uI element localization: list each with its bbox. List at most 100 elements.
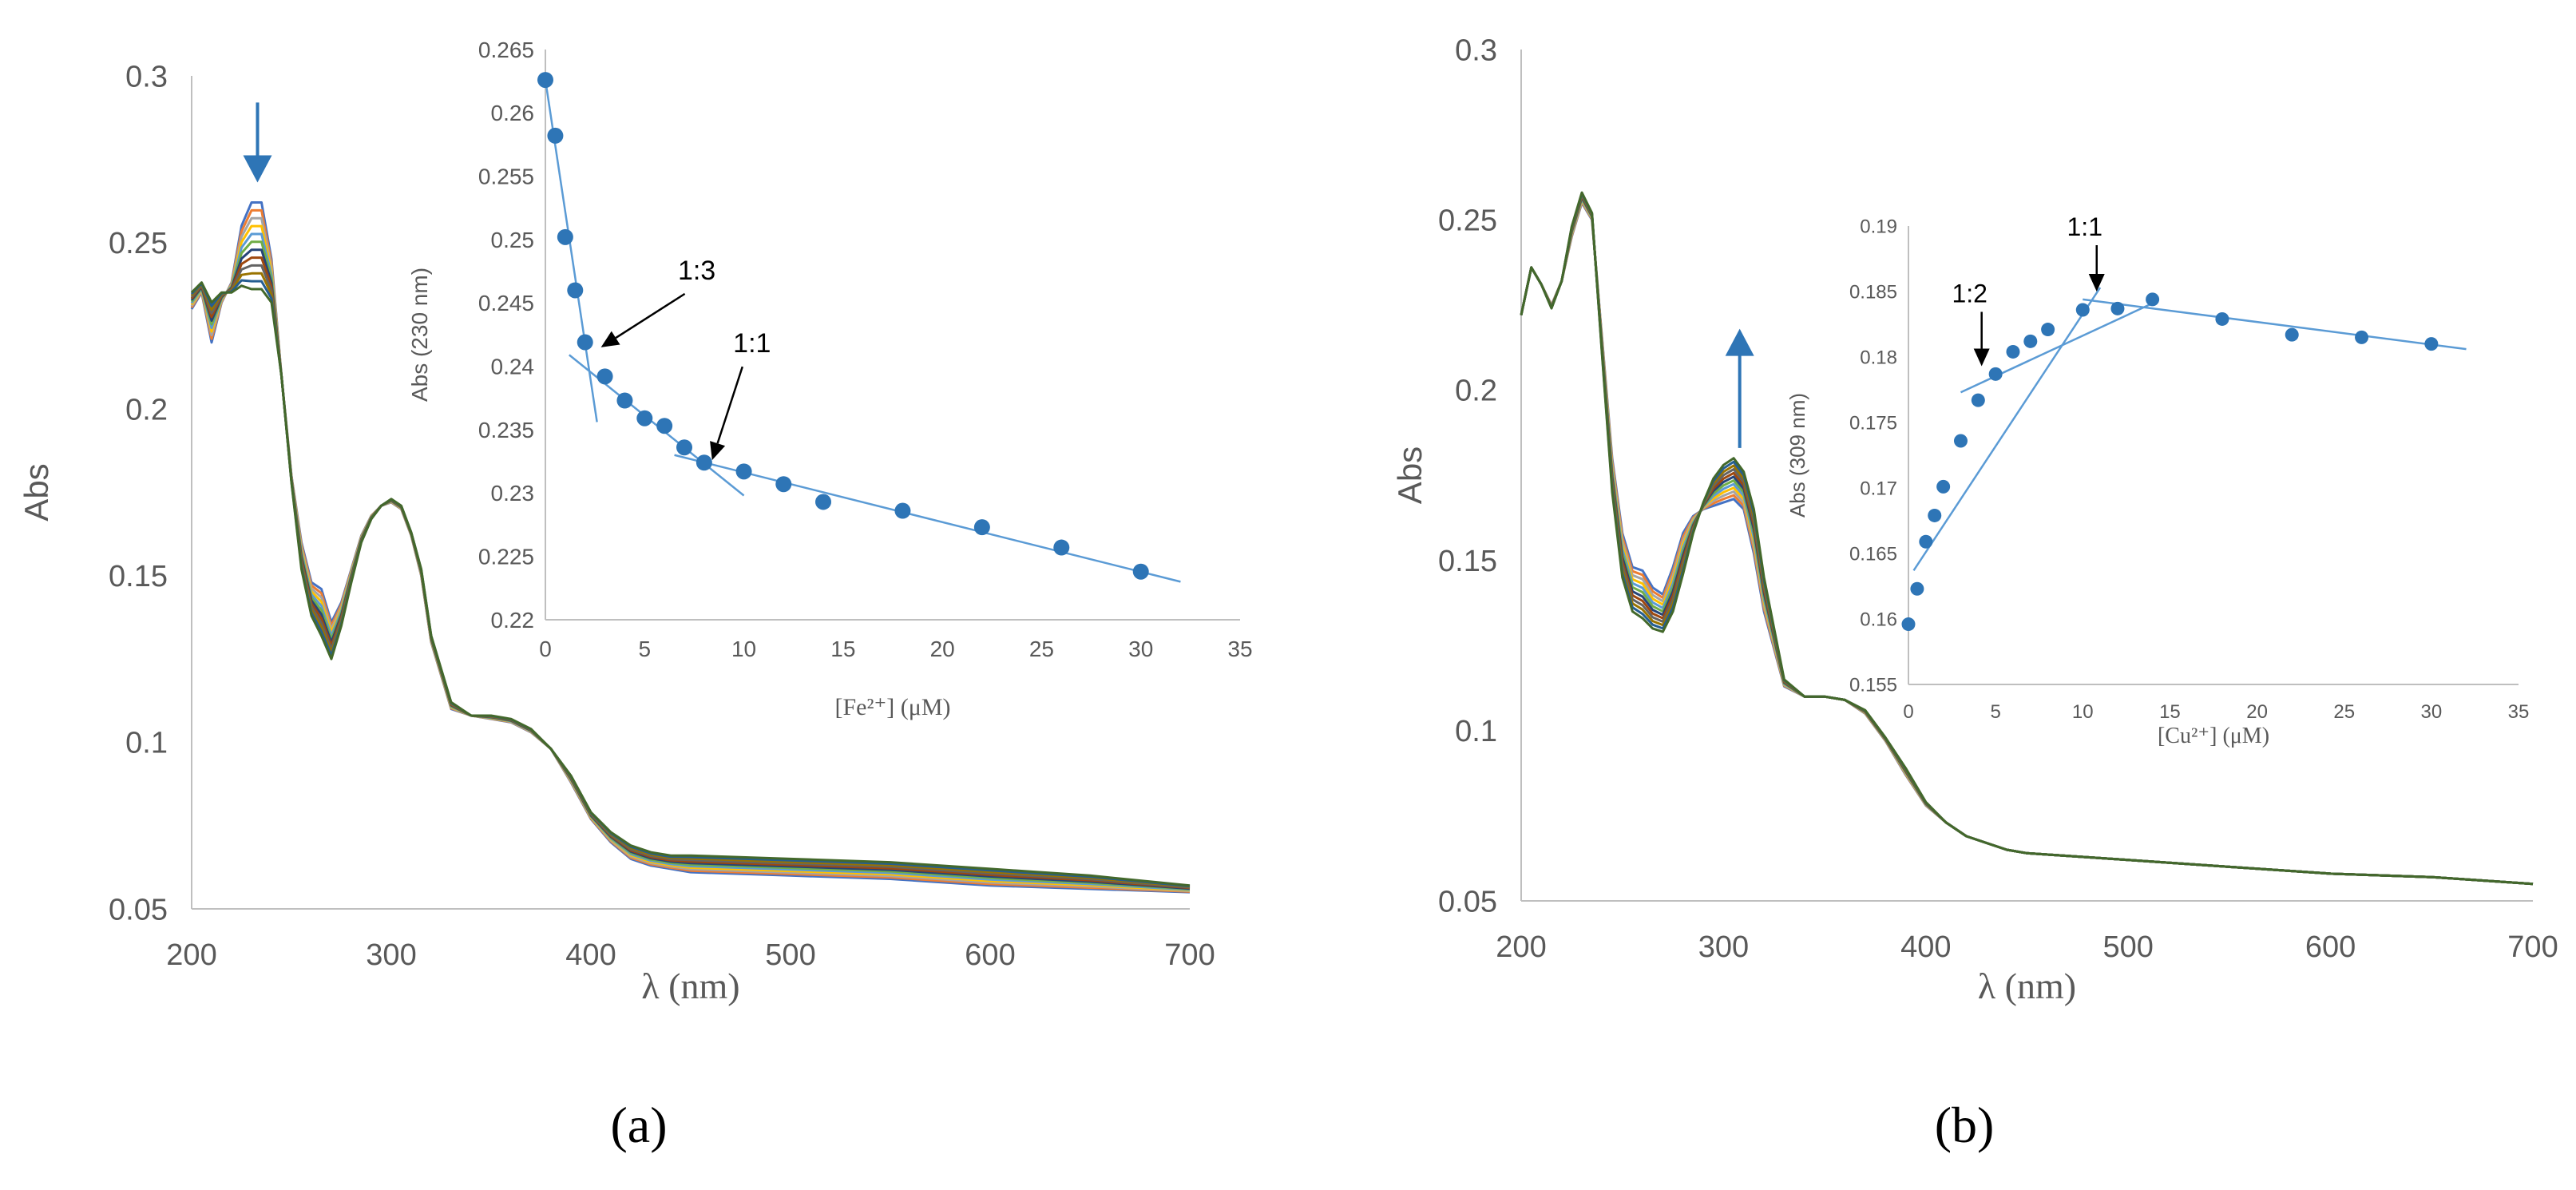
x-tick-label: 700 — [1164, 938, 1215, 972]
inset-y-tick-label: 0.24 — [491, 354, 535, 379]
ratio-annotation: 1:3 — [678, 256, 715, 286]
y-axis-label: Abs — [18, 463, 55, 521]
trend-arrow-head — [1725, 328, 1754, 356]
inset-y-axis-label: Abs (230 nm) — [407, 268, 432, 402]
inset-y-tick-label: 0.175 — [1849, 412, 1897, 434]
x-tick-label: 400 — [1900, 930, 1951, 964]
x-tick-label: 400 — [565, 938, 616, 972]
inset-y-tick-label: 0.255 — [478, 164, 534, 188]
data-point — [2215, 311, 2229, 326]
inset-x-tick-label: 25 — [2333, 701, 2355, 723]
fit-line-3 — [2083, 298, 2467, 351]
spectrum-line-10 — [1520, 192, 2534, 886]
spectrum-line-4 — [1520, 198, 2534, 886]
inset-y-tick-label: 0.245 — [478, 291, 534, 315]
fit-line-3 — [674, 454, 1181, 583]
x-tick-label: 300 — [1698, 930, 1749, 964]
data-point — [2146, 292, 2160, 307]
spectrum-line-11 — [190, 279, 1191, 888]
x-tick-label: 600 — [965, 938, 1015, 972]
x-tick-label: 500 — [765, 938, 815, 972]
spectrum-line-5 — [190, 232, 1191, 891]
inset-x-tick-label: 35 — [1227, 637, 1252, 661]
inset-y-tick-label: 0.17 — [1860, 478, 1897, 499]
data-point — [2041, 323, 2055, 337]
data-point — [547, 127, 564, 144]
y-tick-label: 0.25 — [109, 227, 168, 260]
spectrum-line-2 — [190, 208, 1191, 893]
data-point — [656, 418, 673, 434]
ratio-annotation: 1:1 — [733, 328, 771, 359]
inset-y-tick-label: 0.155 — [1849, 674, 1897, 696]
data-point — [2285, 327, 2299, 342]
panel-b-label: (b) — [1935, 1097, 1995, 1153]
data-point — [557, 228, 573, 245]
data-point — [596, 368, 613, 385]
data-point — [2023, 334, 2038, 348]
ratio-annotation: 1:1 — [2067, 212, 2102, 241]
x-tick-label: 200 — [1496, 930, 1546, 964]
inset-x-tick-label: 10 — [731, 637, 756, 661]
inset-x-tick-label: 5 — [1990, 701, 2000, 723]
spectrum-line-9 — [1520, 194, 2534, 886]
panel-a-inset-chart: 0.22 0.225 0.23 0.235 0.24 0.245 0.25 0.255 0.26… — [407, 38, 1253, 720]
y-axis-label: Abs — [1391, 446, 1429, 504]
inset-y-tick-label: 0.16 — [1860, 609, 1897, 630]
x-tick-label: 700 — [2507, 930, 2558, 964]
data-point — [775, 476, 792, 493]
x-axis-label: λ (nm) — [641, 966, 739, 1006]
y-tick-label: 0.3 — [1455, 34, 1497, 67]
inset-x-tick-label: 35 — [2508, 701, 2530, 723]
annotation-arrow-shaft — [716, 366, 743, 444]
x-tick-label: 500 — [2102, 930, 2153, 964]
spectrum-line-6 — [1520, 196, 2534, 886]
inset-x-tick-label: 20 — [2246, 701, 2268, 723]
inset-x-tick-label: 20 — [930, 637, 955, 661]
spectrum-line-9 — [190, 264, 1191, 889]
data-point — [676, 439, 692, 456]
data-point — [1971, 393, 1985, 407]
data-point — [696, 454, 712, 471]
annotation-arrow-head — [710, 441, 726, 461]
inset-y-tick-label: 0.235 — [478, 418, 534, 442]
spectrum-line-12 — [190, 281, 1191, 887]
y-tick-label: 0.05 — [109, 893, 168, 926]
y-tick-label: 0.25 — [1438, 204, 1497, 238]
y-tick-label: 0.2 — [1455, 375, 1497, 408]
spectrum-line-2 — [1520, 200, 2534, 886]
data-point — [735, 463, 752, 480]
data-point — [2075, 303, 2090, 317]
spectrum-line-5 — [1520, 197, 2534, 886]
data-point — [1928, 508, 1942, 522]
spectrum-line-7 — [190, 248, 1191, 891]
annotation-arrow-head — [600, 331, 620, 347]
fit-line-1 — [1912, 287, 2102, 572]
data-point — [636, 410, 653, 426]
inset-y-tick-label: 0.265 — [478, 38, 534, 62]
y-tick-label: 0.3 — [125, 60, 168, 93]
inset-x-tick-label: 15 — [2159, 701, 2181, 723]
inset-y-tick-label: 0.23 — [491, 481, 535, 506]
x-tick-label: 200 — [166, 938, 216, 972]
annotation-arrow-head — [2088, 274, 2105, 292]
y-tick-label: 0.05 — [1438, 885, 1497, 918]
x-tick-label: 300 — [366, 938, 416, 972]
data-point — [1953, 434, 1968, 448]
inset-x-axis-label: [Cu²⁺] (μM) — [2158, 724, 2269, 748]
data-point — [567, 282, 584, 299]
data-point — [1988, 367, 2003, 381]
y-tick-label: 0.15 — [109, 560, 168, 593]
inset-y-tick-label: 0.225 — [478, 544, 534, 569]
data-point — [1919, 534, 1933, 549]
spectrum-line-7 — [1520, 196, 2534, 886]
inset-y-tick-label: 0.26 — [491, 101, 535, 125]
x-axis-label: λ (nm) — [1978, 966, 2076, 1006]
data-point — [2424, 337, 2439, 351]
inset-y-tick-label: 0.165 — [1849, 543, 1897, 565]
spectrum-line-10 — [190, 272, 1191, 888]
y-tick-label: 0.2 — [125, 394, 168, 427]
spectrum-line-12 — [1520, 191, 2534, 886]
data-point — [2110, 301, 2125, 315]
